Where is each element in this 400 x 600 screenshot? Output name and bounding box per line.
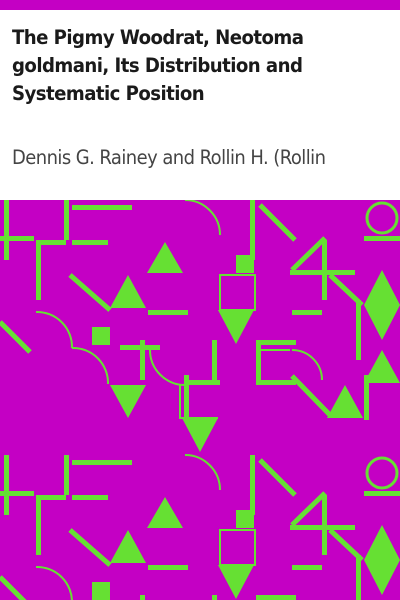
cover-pattern — [0, 200, 400, 600]
pattern-tile — [0, 200, 400, 452]
book-title: The Pigmy Woodrat, Neotoma goldmani, Its… — [12, 26, 304, 105]
book-author: Dennis G. Rainey and Rollin H. (Rollin — [12, 146, 326, 169]
top-accent-bar — [0, 0, 400, 10]
